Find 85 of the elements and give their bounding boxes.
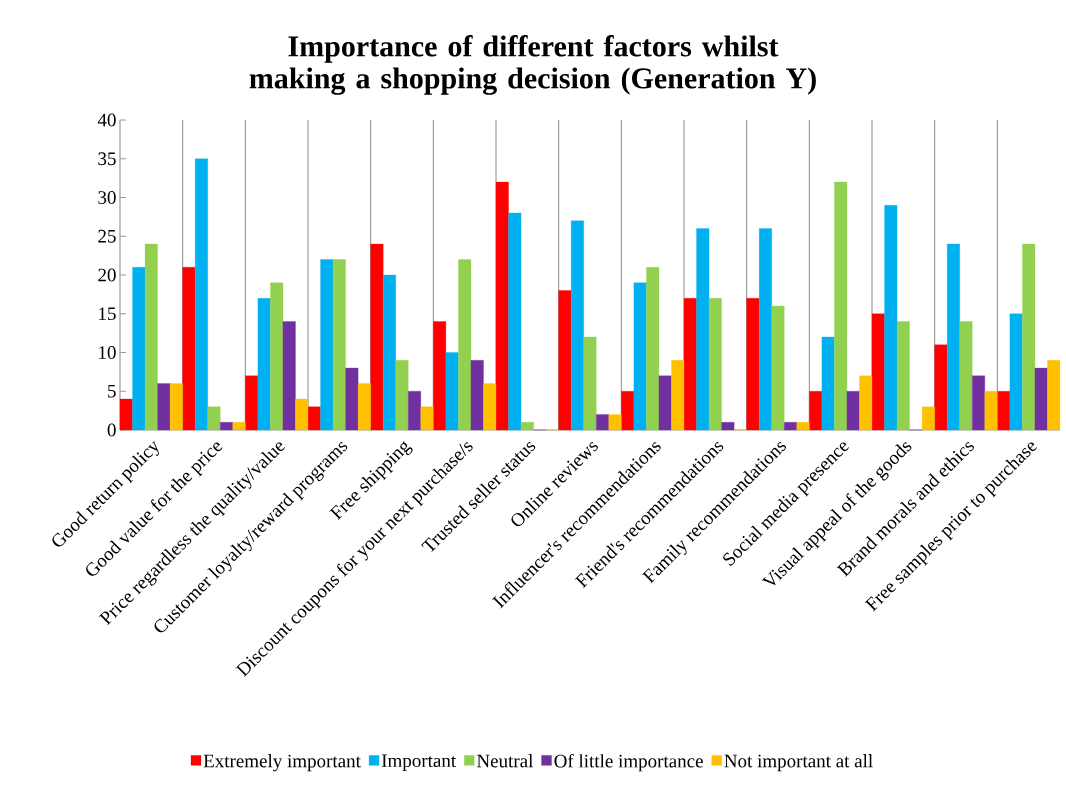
bar — [257, 298, 271, 431]
bar — [896, 321, 910, 431]
bar — [383, 274, 396, 431]
legend-label: Extremely important — [203, 754, 361, 772]
bar — [332, 259, 346, 431]
bar — [357, 383, 371, 431]
bar — [458, 259, 472, 431]
bar — [445, 352, 459, 431]
bar — [821, 336, 835, 431]
legend-label: Important — [381, 754, 457, 771]
y-tick-label: 15 — [99, 307, 116, 321]
bar — [784, 422, 797, 431]
bar — [495, 181, 509, 431]
bar — [959, 321, 973, 431]
bar — [470, 360, 484, 431]
bar — [771, 305, 785, 431]
bar — [834, 181, 848, 431]
bar — [169, 383, 183, 431]
bar — [708, 298, 722, 431]
bar — [596, 414, 609, 431]
bar — [947, 243, 960, 431]
bar — [508, 212, 522, 431]
bar — [395, 360, 409, 431]
bar — [370, 243, 384, 431]
bar — [558, 290, 572, 431]
y-tick-label: 40 — [97, 113, 116, 127]
bar — [182, 267, 196, 431]
bar — [809, 391, 823, 431]
bar — [934, 344, 948, 431]
bar — [1022, 243, 1036, 431]
bar — [520, 422, 534, 431]
bar — [658, 375, 672, 431]
bar — [345, 367, 359, 431]
y-tick-label: 10 — [99, 346, 116, 359]
bar — [871, 313, 885, 431]
bar — [1009, 313, 1023, 431]
y-tick-label: 5 — [108, 384, 116, 398]
bar — [483, 383, 497, 431]
bar — [295, 398, 309, 431]
y-tick-label: 25 — [98, 229, 116, 243]
bar — [746, 298, 760, 431]
y-tick-label: 20 — [98, 268, 116, 282]
bar — [583, 336, 597, 431]
bar — [696, 228, 710, 431]
legend-label: Neutral — [476, 754, 534, 768]
bar — [984, 391, 998, 431]
bar — [119, 398, 133, 431]
bar — [220, 422, 233, 431]
bar — [621, 391, 635, 431]
chart-title: Importance of different factors whilst making a shopping decision (Generation Y) — [249, 35, 816, 95]
bar — [1047, 360, 1061, 431]
legend-label: Not important at all — [724, 754, 873, 772]
bar — [195, 158, 208, 431]
y-tick-label: 35 — [98, 152, 116, 166]
bar — [671, 360, 685, 431]
bar — [320, 259, 334, 431]
bar — [232, 422, 246, 431]
bar — [608, 414, 622, 431]
bar — [721, 422, 735, 431]
bar — [972, 375, 985, 431]
bar — [144, 243, 158, 431]
y-tick-label: 30 — [98, 191, 116, 204]
bar — [420, 406, 434, 431]
bar — [921, 406, 935, 431]
bar — [633, 282, 647, 431]
bar — [646, 267, 660, 431]
bar — [207, 406, 221, 431]
bar — [846, 391, 860, 431]
bar — [796, 422, 810, 431]
bar — [157, 383, 171, 431]
bar — [282, 321, 296, 431]
bar — [683, 298, 697, 431]
bar — [571, 220, 584, 431]
bar — [132, 267, 146, 431]
bar — [1034, 367, 1048, 431]
bar — [433, 321, 447, 431]
bar — [759, 228, 772, 431]
bar — [270, 282, 284, 431]
legend-label: Of little importance — [554, 753, 703, 772]
bar — [859, 375, 873, 431]
bar — [307, 406, 321, 431]
y-tick-label: 0 — [107, 423, 116, 437]
bar — [884, 205, 898, 431]
bar — [245, 375, 259, 431]
bar — [408, 391, 421, 431]
